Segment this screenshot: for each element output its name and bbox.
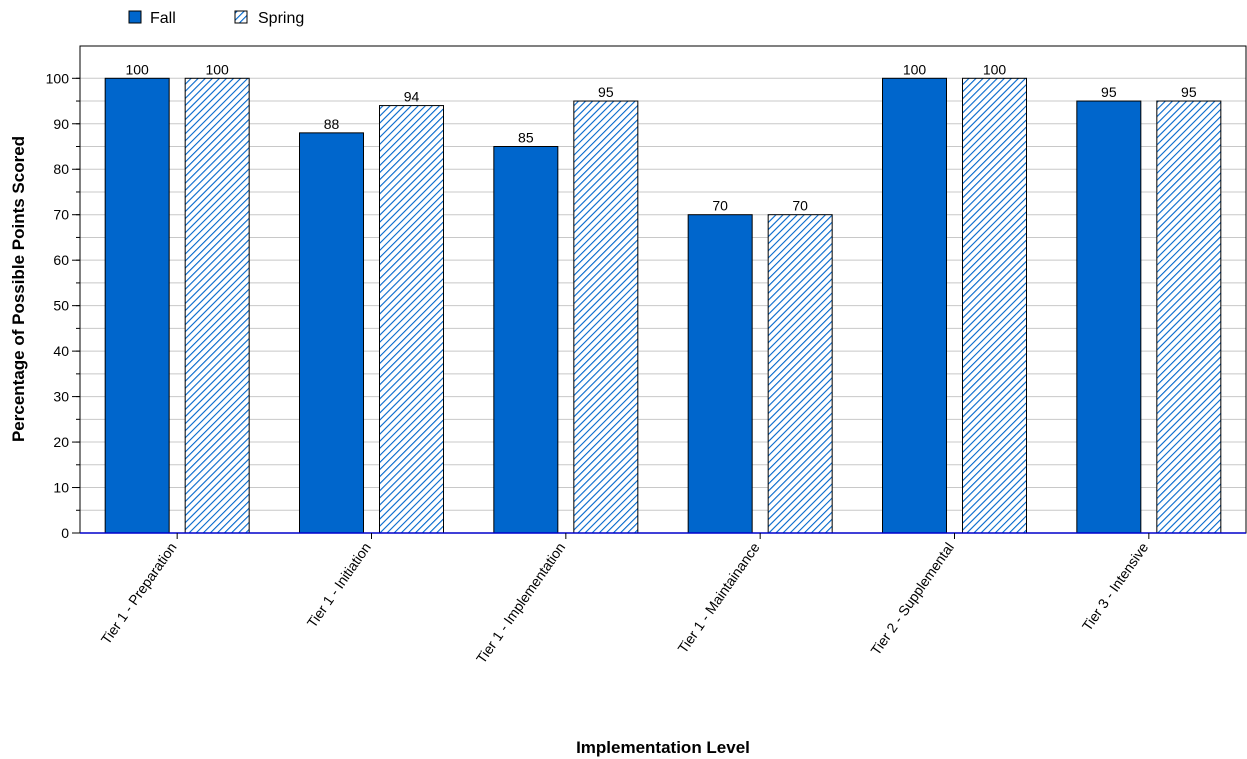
x-tick-label: Tier 1 - Initiation (304, 540, 374, 631)
data-label-spring-3: 70 (792, 198, 808, 214)
data-label-spring-5: 95 (1181, 84, 1197, 100)
bar-spring-0 (184, 77, 250, 534)
gridlines (80, 77, 1246, 534)
data-label-spring-4: 100 (983, 61, 1007, 77)
data-label-spring-2: 95 (598, 84, 614, 100)
bar-spring-4 (962, 77, 1027, 534)
bar-fall-0 (104, 77, 170, 534)
bar-fall-1 (299, 132, 364, 534)
x-tick-label: Tier 1 - Implementation (473, 540, 568, 667)
bar-fall-2 (493, 146, 559, 534)
data-label-fall-1: 88 (324, 116, 340, 132)
y-axis-title: Percentage of Possible Points Scored (9, 136, 28, 442)
y-tick-label: 20 (53, 434, 69, 450)
y-tick-label: 70 (53, 207, 69, 223)
bar-spring-1 (379, 105, 444, 534)
legend-swatch-fall (128, 10, 142, 24)
legend: Fall Spring (128, 10, 304, 27)
data-label-fall-2: 85 (518, 130, 534, 146)
y-tick-label: 30 (53, 389, 69, 405)
y-tick-label: 80 (53, 161, 69, 177)
y-tick-label: 100 (46, 70, 70, 86)
data-label-fall-5: 95 (1101, 84, 1117, 100)
y-tick-label: 10 (53, 480, 69, 496)
bars: 100 100 88 94 85 95 70 70 100 100 95 95 (104, 61, 1222, 534)
x-tick-label: Tier 2 - Supplemental (867, 540, 957, 658)
data-label-fall-0: 100 (125, 61, 149, 77)
bar-spring-2 (573, 100, 639, 534)
legend-label-spring: Spring (258, 10, 304, 27)
bar-fall-4 (882, 77, 947, 534)
data-label-fall-3: 70 (712, 198, 728, 214)
plot-area-border (79, 45, 1247, 534)
bar-fall-3 (687, 214, 753, 534)
x-axis: Tier 1 - Preparation Tier 1 - Initiation T… (80, 532, 1246, 667)
x-tick-label: Tier 1 - Preparation (98, 540, 180, 648)
data-label-fall-4: 100 (903, 61, 927, 77)
data-label-spring-0: 100 (205, 61, 229, 77)
y-tick-label: 50 (53, 298, 69, 314)
x-tick-label: Tier 1 - Maintainance (674, 539, 762, 656)
y-tick-label: 90 (53, 116, 69, 132)
y-axis: 0 10 20 30 40 50 60 70 80 90 100 (46, 70, 80, 541)
bar-fall-5 (1076, 100, 1142, 534)
legend-swatch-spring (234, 10, 248, 24)
x-axis-title: Implementation Level (576, 738, 750, 757)
legend-label-fall: Fall (150, 10, 176, 27)
y-tick-label: 60 (53, 252, 69, 268)
x-tick-label: Tier 3 - Intensive (1079, 539, 1152, 633)
bar-spring-3 (767, 214, 833, 534)
y-tick-label: 0 (61, 525, 69, 541)
bar-spring-5 (1156, 100, 1222, 534)
y-tick-label: 40 (53, 343, 69, 359)
data-label-spring-1: 94 (404, 89, 420, 105)
